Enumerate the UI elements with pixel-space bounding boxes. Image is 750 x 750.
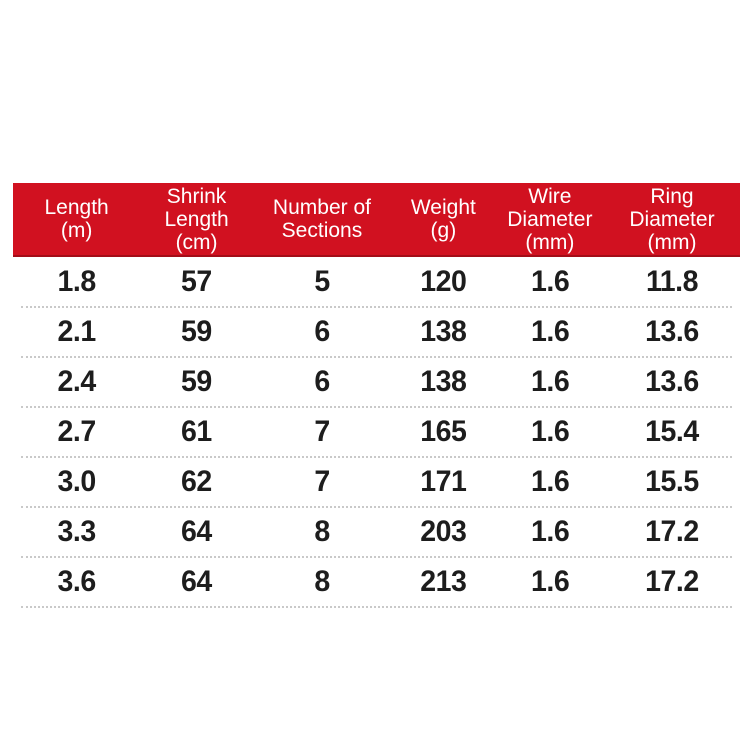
column-header-weight: Weight (g) <box>410 196 476 242</box>
table-cell: 213 <box>420 565 467 598</box>
table-cell: 171 <box>420 465 467 498</box>
column-header-number-of-sections: Number of Sections <box>272 196 371 242</box>
table-cell: 59 <box>181 365 212 398</box>
table-cell: 203 <box>420 515 467 548</box>
table-cell: 64 <box>181 565 212 598</box>
table-cell: 62 <box>181 465 212 498</box>
table-cell: 59 <box>181 315 212 348</box>
table-cell: 2.7 <box>57 415 97 448</box>
table-cell: 2.1 <box>57 315 97 348</box>
table-row: 2.1 59 6 138 1.6 13.6 <box>13 307 740 358</box>
column-header-shrink-length: Shrink Length (cm) <box>164 184 229 254</box>
table-row: 2.4 59 6 138 1.6 13.6 <box>13 357 740 408</box>
table-row: 1.8 57 5 120 1.6 11.8 <box>13 257 740 308</box>
table-cell: 3.6 <box>57 565 97 598</box>
table-cell: 57 <box>181 265 212 298</box>
table-row: 2.7 61 7 165 1.6 15.4 <box>13 407 740 458</box>
column-header-length: Length (m) <box>44 196 109 242</box>
table-cell: 3.3 <box>57 515 97 548</box>
spec-table: Length (m) Shrink Length (cm) Number of … <box>13 183 740 608</box>
table-cell: 5 <box>314 265 330 298</box>
table-cell: 120 <box>420 265 467 298</box>
table-cell: 1.6 <box>530 415 570 448</box>
table-cell: 17.2 <box>645 565 699 598</box>
table-cell: 13.6 <box>645 365 699 398</box>
table-body: 1.8 57 5 120 1.6 11.8 2.1 59 6 138 1.6 13.6 2.4 59 6 13… <box>13 257 740 608</box>
table-cell: 8 <box>314 515 330 548</box>
table-cell: 1.8 <box>57 265 97 298</box>
table-cell: 2.4 <box>57 365 97 398</box>
table-cell: 11.8 <box>645 265 698 298</box>
table-cell: 15.5 <box>645 465 699 498</box>
table-cell: 1.6 <box>530 565 570 598</box>
table-cell: 6 <box>314 365 330 398</box>
table-cell: 1.6 <box>530 365 570 398</box>
table-cell: 15.4 <box>645 415 699 448</box>
column-header-wire-diameter: Wire Diameter (mm) <box>507 184 593 254</box>
table-cell: 6 <box>314 315 330 348</box>
table-cell: 165 <box>420 415 467 448</box>
table-row: 3.0 62 7 171 1.6 15.5 <box>13 457 740 508</box>
table-header: Length (m) Shrink Length (cm) Number of … <box>13 183 740 257</box>
table-cell: 1.6 <box>530 265 570 298</box>
table-cell: 138 <box>420 365 467 398</box>
table-cell: 1.6 <box>530 515 570 548</box>
table-cell: 3.0 <box>57 465 97 498</box>
table-cell: 13.6 <box>645 315 699 348</box>
table-row: 3.3 64 8 203 1.6 17.2 <box>13 507 740 558</box>
column-header-ring-diameter: Ring Diameter (mm) <box>629 184 715 254</box>
table-cell: 7 <box>314 465 330 498</box>
table-cell: 61 <box>181 415 212 448</box>
table-cell: 17.2 <box>645 515 699 548</box>
table-cell: 64 <box>181 515 212 548</box>
table-cell: 1.6 <box>530 315 570 348</box>
table-cell: 7 <box>314 415 330 448</box>
table-cell: 138 <box>420 315 467 348</box>
table-row: 3.6 64 8 213 1.6 17.2 <box>13 557 740 608</box>
table-cell: 8 <box>314 565 330 598</box>
table-cell: 1.6 <box>530 465 570 498</box>
